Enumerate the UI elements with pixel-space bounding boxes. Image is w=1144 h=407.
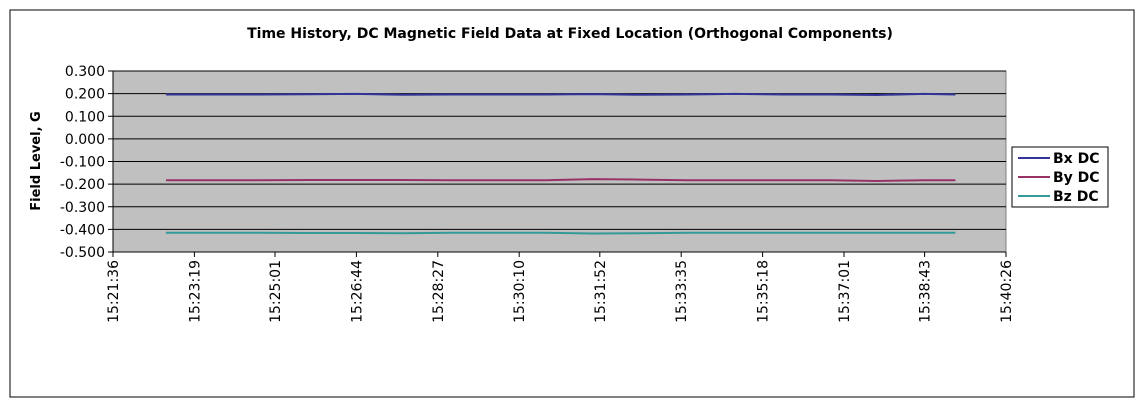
x-tick-label: 15:40:26 [999,260,1015,323]
legend-label: Bx DC [1053,151,1099,167]
x-tick-label: 15:26:44 [349,260,365,323]
legend-label: By DC [1053,170,1100,186]
y-tick-label: 0.100 [65,109,105,125]
y-tick-label: -0.500 [60,245,105,261]
y-tick-label: -0.200 [60,177,105,193]
chart-title: Time History, DC Magnetic Field Data at … [247,26,893,42]
y-tick-label: 0.200 [65,87,105,103]
x-tick-label: 15:33:35 [674,260,690,323]
y-tick-label: -0.100 [60,155,105,171]
x-tick-label: 15:31:52 [593,260,609,323]
x-tick-label: 15:30:10 [512,260,528,323]
y-tick-label: -0.400 [60,222,105,238]
y-tick-label: 0.000 [65,132,105,148]
x-tick-label: 15:35:18 [756,260,772,323]
x-tick-label: 15:38:43 [918,260,934,323]
y-tick-label: 0.300 [65,64,105,80]
x-tick-label: 15:25:01 [268,260,284,323]
data-line [165,231,956,235]
data-line [165,178,956,182]
x-tick-label: 15:21:36 [106,260,122,323]
y-axis-label: Field Level, G [29,111,44,210]
data-line [165,92,956,96]
x-tick-label: 15:28:27 [431,260,447,323]
x-tick-label: 15:23:19 [187,260,203,323]
x-tick-label: 15:37:01 [837,260,853,323]
y-tick-label: -0.300 [60,200,105,216]
legend-label: Bz DC [1053,189,1099,205]
